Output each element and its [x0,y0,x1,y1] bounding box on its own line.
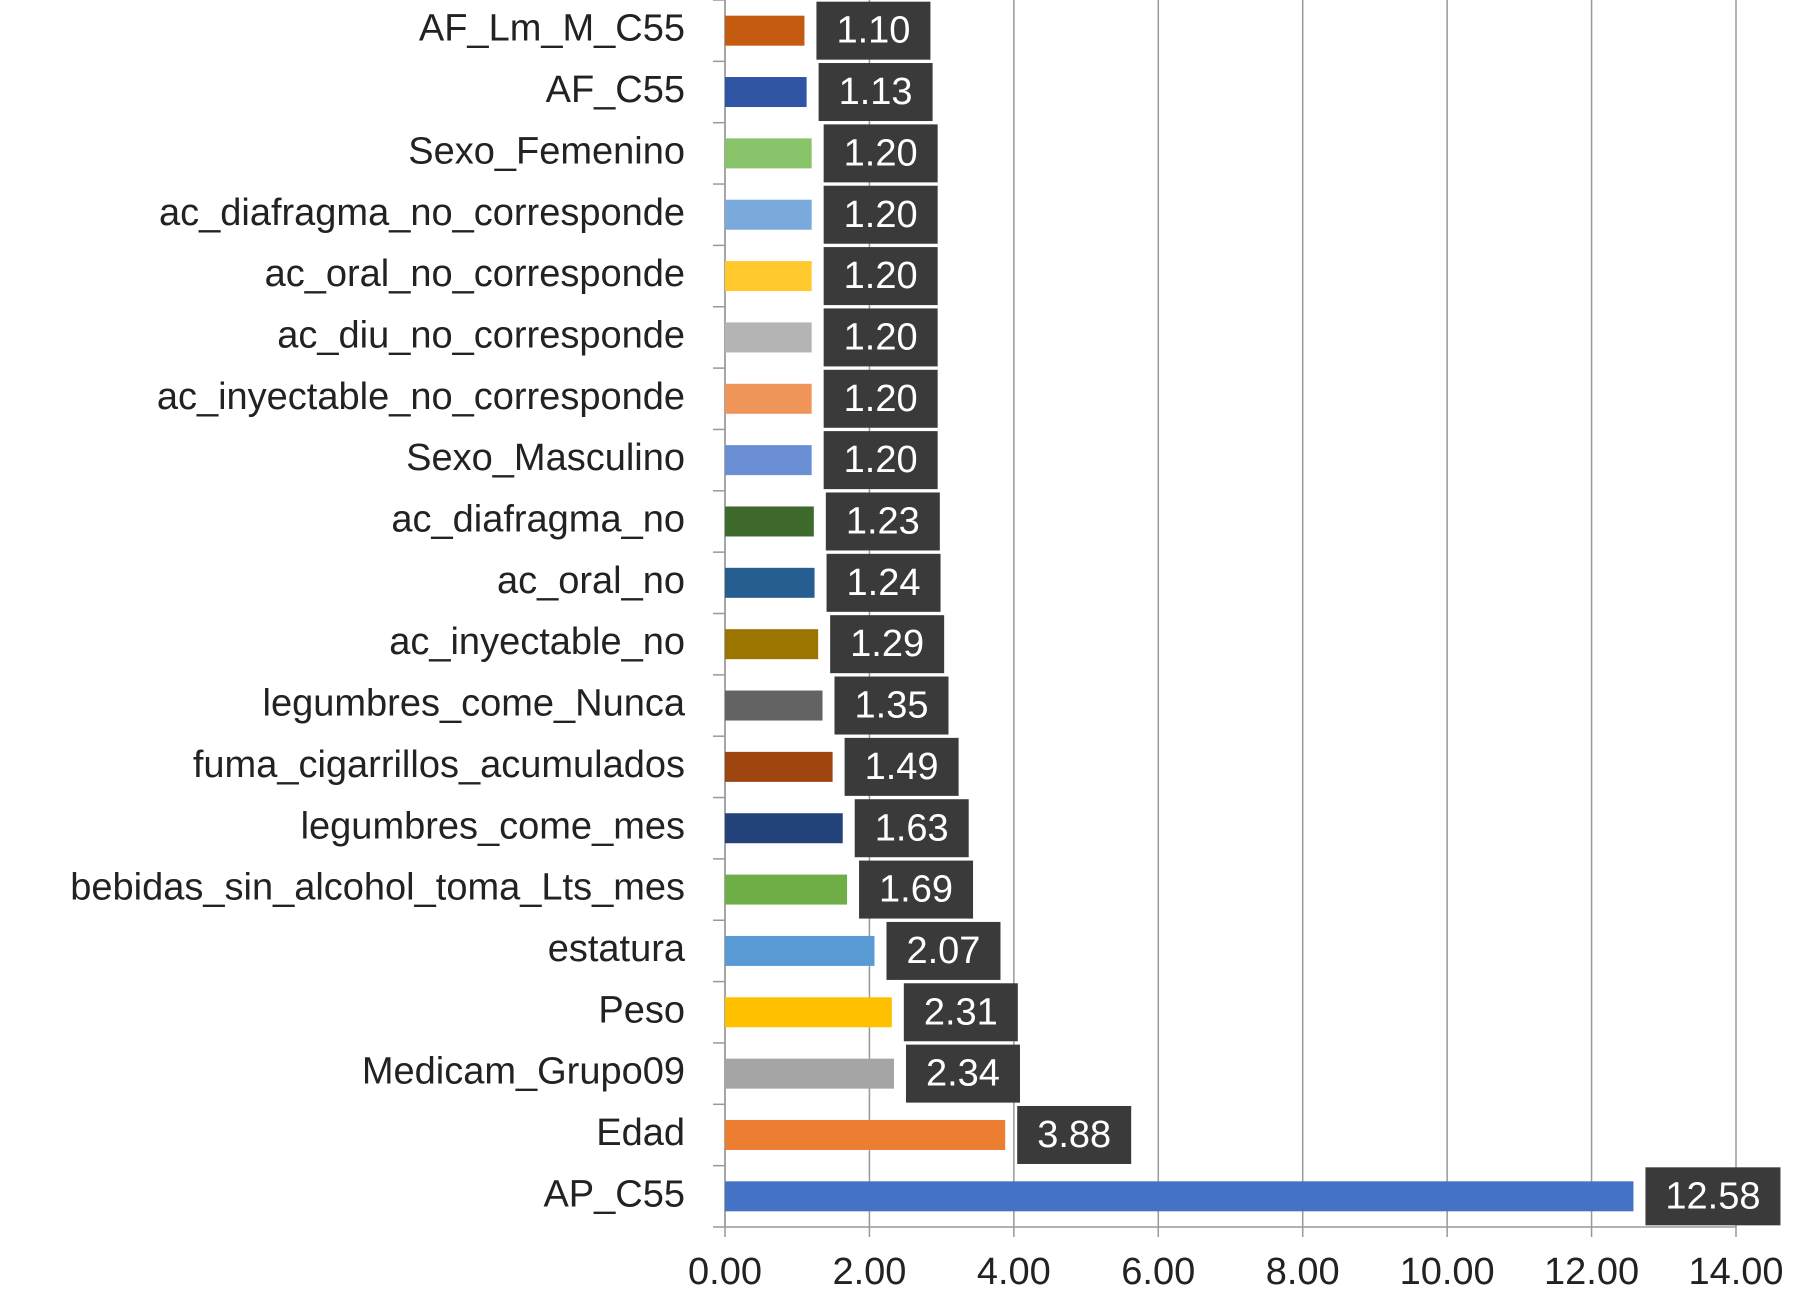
value-label-box [844,737,959,796]
y-tick-label: Medicam_Grupo09 [362,1051,685,1093]
bar [725,138,812,169]
x-tick-label: 0.00 [688,1251,762,1293]
bar [725,690,823,721]
bar [725,997,892,1028]
bar [725,77,807,108]
bar [725,15,805,46]
y-tick-label: ac_inyectable_no_corresponde [157,376,685,418]
bar [725,874,848,905]
value-label-box [823,124,938,183]
y-tick-label: AP_C55 [543,1173,685,1215]
bar [725,383,812,414]
bar [725,322,812,353]
y-tick-label: bebidas_sin_alcohol_toma_Lts_mes [70,867,685,909]
value-label: 1.69 [879,869,953,911]
bar [725,199,812,230]
value-label: 12.58 [1665,1175,1760,1217]
value-label-box [816,1,931,60]
value-label: 1.24 [847,562,921,604]
bar [725,813,843,844]
bar [725,1119,1006,1150]
value-label-box [826,553,941,612]
bar [725,935,875,966]
bar [725,567,815,598]
value-label: 3.88 [1037,1114,1111,1156]
y-tick-label: ac_diu_no_corresponde [277,314,685,356]
value-label-box [854,799,969,858]
bar [725,751,833,782]
value-label: 1.20 [844,378,918,420]
value-label: 1.10 [836,10,910,52]
x-tick-label: 2.00 [832,1251,906,1293]
value-label-box [818,63,933,122]
bar [725,1181,1634,1212]
value-label-box [823,247,938,306]
value-label-box [905,1044,1020,1103]
value-label: 1.35 [855,685,929,727]
y-tick-label: ac_oral_no [497,560,685,602]
value-label: 1.20 [844,132,918,174]
x-tick-label: 6.00 [1121,1251,1195,1293]
y-tick-label: AF_C55 [546,69,685,111]
y-tick-label: ac_diafragma_no [391,499,685,541]
y-tick-label: legumbres_come_Nunca [263,683,686,725]
bar [725,445,812,476]
y-tick-label: ac_inyectable_no [389,621,685,663]
value-label: 1.20 [844,316,918,358]
value-label-box [823,308,938,367]
value-label: 1.20 [844,194,918,236]
value-label: 2.31 [924,991,998,1033]
bar [725,506,814,537]
value-label-box [886,921,1001,980]
y-tick-label: Peso [598,989,685,1031]
bar [725,1058,894,1089]
value-label-box [834,676,949,735]
y-tick-label: Edad [596,1112,685,1154]
value-label: 2.34 [926,1053,1000,1095]
value-label: 1.49 [865,746,939,788]
y-tick-label: AF_Lm_M_C55 [419,8,685,50]
value-label: 1.20 [844,439,918,481]
y-tick-label: Sexo_Masculino [406,437,685,479]
x-tick-label: 4.00 [977,1251,1051,1293]
bar [725,629,819,660]
value-label-box [823,369,938,428]
y-tick-label: ac_oral_no_corresponde [265,253,685,295]
value-label: 1.20 [844,255,918,297]
value-label-box [1017,1105,1132,1164]
y-tick-label: estatura [548,928,686,970]
value-label-box [823,431,938,490]
value-label-box [830,615,945,674]
x-tick-label: 8.00 [1266,1251,1340,1293]
y-tick-label: legumbres_come_mes [301,805,685,847]
value-label: 1.13 [839,71,913,113]
value-label: 1.29 [850,623,924,665]
value-label-box [1645,1167,1781,1226]
bar [725,261,812,292]
x-tick-label: 14.00 [1688,1251,1783,1293]
value-label-box [903,983,1018,1042]
value-label-box [825,492,940,551]
value-label: 1.63 [875,807,949,849]
y-tick-label: ac_diafragma_no_corresponde [159,192,685,234]
value-label: 1.23 [846,501,920,543]
x-tick-label: 12.00 [1544,1251,1639,1293]
y-tick-label: fuma_cigarrillos_acumulados [193,744,685,786]
value-label-box [859,860,974,919]
y-tick-label: Sexo_Femenino [408,130,685,172]
value-label: 2.07 [906,930,980,972]
value-label-box [823,185,938,244]
x-tick-label: 10.00 [1400,1251,1495,1293]
